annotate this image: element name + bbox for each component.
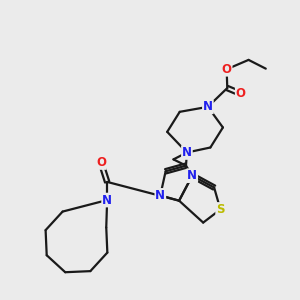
Text: N: N [187,169,197,182]
Text: O: O [96,156,106,169]
Text: N: N [155,189,165,202]
Text: O: O [236,87,246,100]
Text: N: N [203,100,213,113]
Text: S: S [216,203,225,216]
Text: O: O [222,63,232,76]
Text: N: N [182,146,192,159]
Text: N: N [102,194,112,207]
